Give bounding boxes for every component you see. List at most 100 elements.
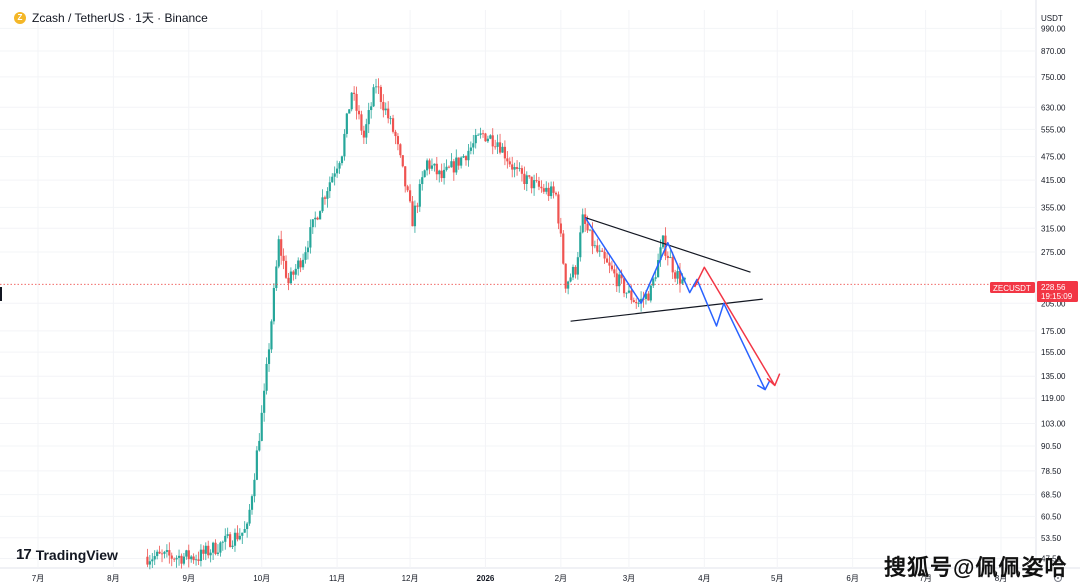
candle-body: [391, 118, 395, 132]
candle-body: [238, 535, 241, 540]
candle-body: [630, 290, 633, 301]
candle-body: [525, 175, 528, 185]
tradingview-logo[interactable]: 17 TradingView: [16, 546, 118, 563]
y-tick-label: 355.00: [1041, 203, 1066, 212]
candle-body: [649, 285, 652, 301]
candle-body: [160, 553, 164, 555]
candle-body: [336, 168, 339, 174]
x-tick-label: 4月: [698, 574, 710, 583]
candle-body: [450, 161, 453, 168]
candle-body: [647, 293, 650, 301]
candle-body: [365, 124, 368, 138]
candle-body: [542, 188, 545, 192]
y-tick-label: 870.00: [1041, 47, 1066, 56]
time-axis[interactable]: 7月 8月 9月 10月 11月 12月 2026 2月 3月 4月 5月 6月 7月 8月: [32, 574, 1007, 583]
candle-body: [318, 211, 322, 220]
candle-body: [605, 258, 609, 263]
blue-projection-path[interactable]: [584, 217, 771, 391]
candle-body: [421, 177, 424, 185]
candle-body: [214, 542, 217, 554]
candle-body: [496, 142, 499, 147]
candle-body: [248, 509, 251, 524]
candle-body: [382, 101, 385, 111]
candle-body: [433, 163, 436, 166]
candle-body: [236, 532, 239, 540]
x-tick-label: 8月: [995, 574, 1007, 583]
candle-body: [559, 223, 562, 234]
candle-body: [348, 109, 351, 114]
triangle-upper-line[interactable]: [585, 217, 751, 273]
candle-body: [520, 168, 524, 174]
candle-body: [282, 255, 285, 261]
candle-body: [484, 133, 487, 142]
y-tick-label: 53.50: [1041, 534, 1062, 543]
candle-body: [306, 247, 310, 253]
price-axis[interactable]: 990.00 870.00 750.00 630.00 555.00 475.00 415.…: [1041, 24, 1066, 563]
candle-body: [316, 217, 319, 220]
candle-body: [284, 260, 288, 278]
candle-body: [537, 180, 541, 187]
candle-body: [486, 138, 489, 142]
candle-body: [438, 170, 441, 175]
candle-body: [528, 175, 531, 177]
candle-body: [654, 277, 657, 279]
candle-body: [666, 255, 669, 259]
candle-body: [289, 271, 293, 284]
candle-body: [202, 549, 205, 554]
drawings[interactable]: [570, 217, 781, 391]
candle-body: [353, 92, 356, 94]
y-tick-label: 47.50: [1041, 555, 1062, 564]
y-tick-label: 475.00: [1041, 153, 1066, 162]
candle-body: [413, 205, 417, 227]
candle-body: [146, 556, 149, 565]
candle-body: [613, 269, 616, 274]
candle-body: [479, 133, 482, 135]
candle-body: [384, 108, 387, 111]
settings-gear-icon[interactable]: [1054, 574, 1062, 582]
price-tag-countdown: 19:15:09: [1041, 292, 1073, 301]
candle-body: [423, 170, 426, 178]
candle-body: [443, 169, 446, 179]
candle-body: [540, 186, 543, 189]
candle-body: [333, 173, 336, 177]
candle-body: [326, 191, 329, 199]
candle-body: [637, 303, 640, 305]
currency-label: USDT: [1041, 14, 1063, 23]
candle-body: [469, 147, 472, 151]
candle-body: [477, 134, 480, 136]
candle-body: [255, 450, 258, 480]
candle-body: [425, 160, 429, 171]
price-tag-value-bg: [1037, 281, 1078, 302]
candle-body: [408, 190, 412, 202]
candle-body: [340, 156, 344, 164]
red-projection-path[interactable]: [693, 266, 781, 387]
y-tick-label: 630.00: [1041, 103, 1066, 112]
candle-body: [246, 523, 249, 530]
candle-body: [644, 293, 648, 299]
scroll-handle[interactable]: [0, 287, 2, 301]
y-tick-label: 175.00: [1041, 327, 1066, 336]
symbol-title[interactable]: Zcash / TetherUS · 1天 · Binance: [32, 11, 208, 25]
candle-body: [511, 164, 514, 170]
candle-body: [562, 233, 565, 264]
candle-body: [182, 556, 186, 564]
candle-body: [608, 262, 611, 266]
candle-body: [194, 559, 198, 561]
y-tick-label: 60.50: [1041, 512, 1062, 521]
candle-body: [175, 557, 178, 560]
candle-body: [545, 187, 548, 192]
y-tick-label: 555.00: [1041, 125, 1066, 134]
y-tick-label: 135.00: [1041, 372, 1066, 381]
candle-body: [265, 363, 268, 391]
candle-body: [297, 260, 300, 269]
candle-body: [632, 300, 635, 303]
triangle-lower-line[interactable]: [570, 298, 763, 322]
candle-body: [267, 349, 271, 364]
candle-body: [277, 239, 280, 267]
x-tick-label: 10月: [253, 574, 270, 583]
x-tick-label: 5月: [771, 574, 783, 583]
candle-body: [272, 288, 275, 322]
y-tick-label: 103.00: [1041, 419, 1066, 428]
candle-body: [328, 182, 331, 192]
